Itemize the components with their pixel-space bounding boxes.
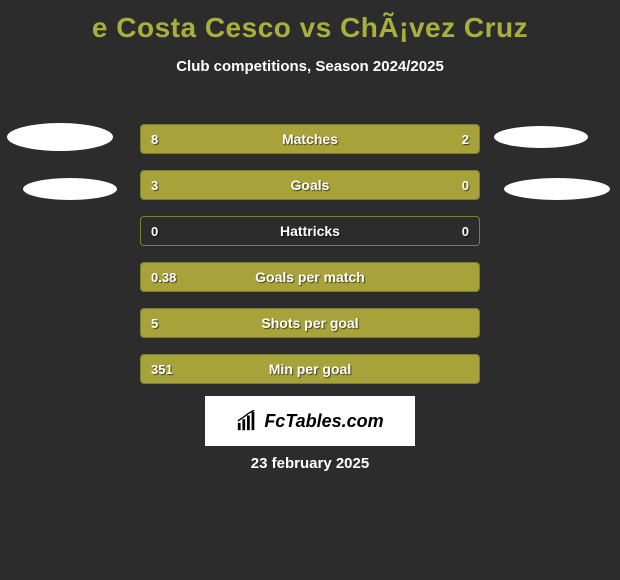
bar-label: Hattricks bbox=[141, 217, 479, 245]
bar-min-per-goal: 351 Min per goal bbox=[140, 354, 480, 384]
player-photo-right-2 bbox=[504, 178, 610, 200]
page-title: e Costa Cesco vs ChÃ¡vez Cruz bbox=[0, 0, 620, 44]
bar-value-right: 0 bbox=[462, 217, 469, 245]
bar-goals-per-match: 0.38 Goals per match bbox=[140, 262, 480, 292]
player-photo-right-1 bbox=[494, 126, 588, 148]
bar-goals: 3 Goals 0 bbox=[140, 170, 480, 200]
player-photo-left-1 bbox=[7, 123, 113, 151]
logo-box: FcTables.com bbox=[205, 396, 415, 446]
subtitle: Club competitions, Season 2024/2025 bbox=[0, 58, 620, 75]
bar-hattricks: 0 Hattricks 0 bbox=[140, 216, 480, 246]
player-photo-left-2 bbox=[23, 178, 117, 200]
bar-matches: 8 Matches 2 bbox=[140, 124, 480, 154]
bar-label: Shots per goal bbox=[141, 309, 479, 337]
date-text: 23 february 2025 bbox=[0, 455, 620, 472]
bar-value-right: 2 bbox=[462, 125, 469, 153]
stats-bars: 8 Matches 2 3 Goals 0 0 Hattricks 0 0.38… bbox=[140, 124, 480, 400]
bar-label: Goals bbox=[141, 171, 479, 199]
chart-icon bbox=[236, 410, 258, 432]
bar-label: Goals per match bbox=[141, 263, 479, 291]
logo-text: FcTables.com bbox=[264, 411, 383, 432]
bar-shots-per-goal: 5 Shots per goal bbox=[140, 308, 480, 338]
bar-label: Min per goal bbox=[141, 355, 479, 383]
bar-label: Matches bbox=[141, 125, 479, 153]
bar-value-right: 0 bbox=[462, 171, 469, 199]
